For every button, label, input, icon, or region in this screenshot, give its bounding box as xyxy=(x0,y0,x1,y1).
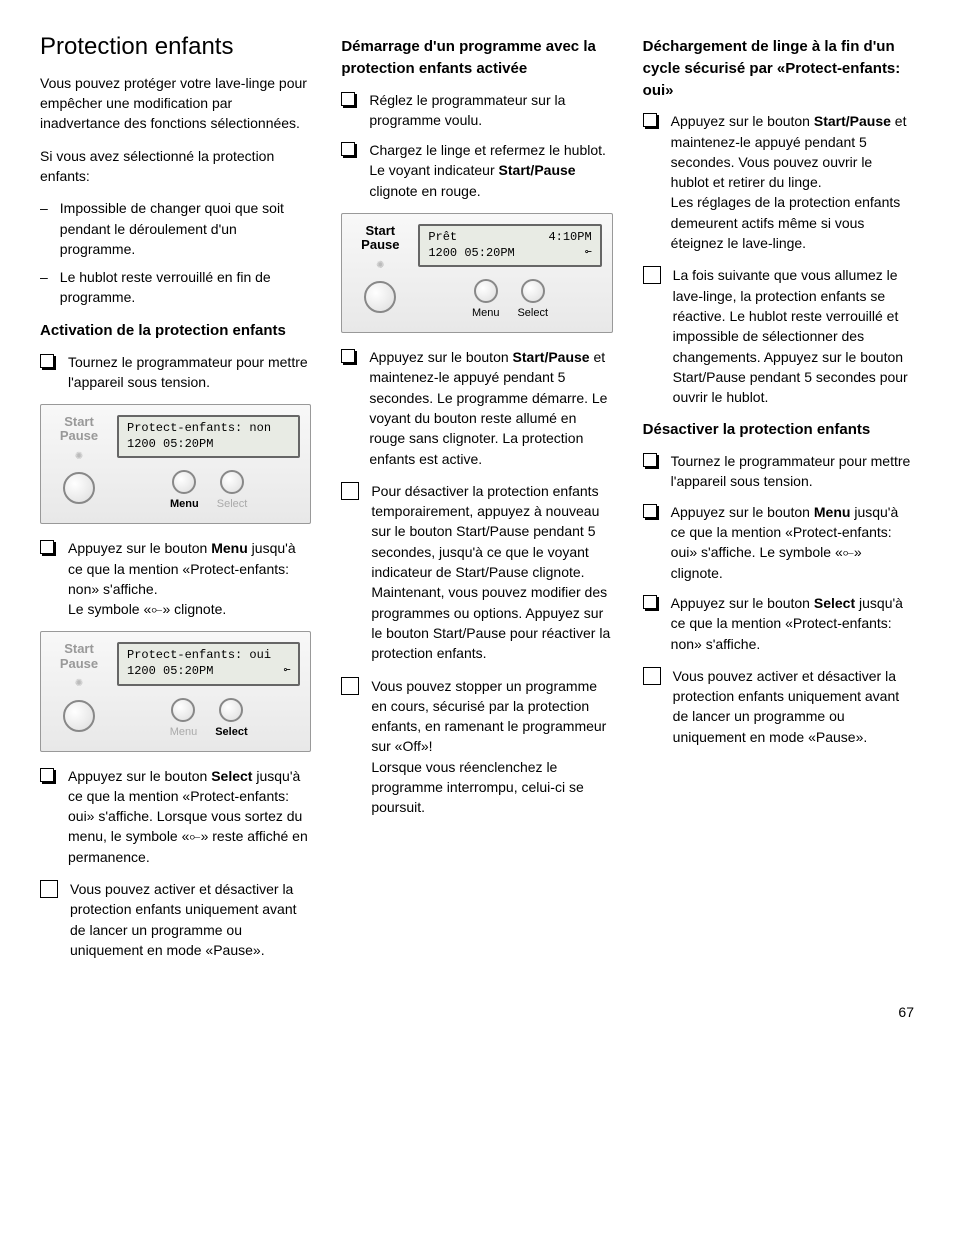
step-text: Chargez le linge et refermez le hublot. … xyxy=(369,140,612,201)
start-pause-button xyxy=(63,700,95,732)
control-panel-diagram-2: StartPause ✺ Protect-enfants: oui 1200 0… xyxy=(40,631,311,751)
note-box: La fois suivante que vous allumez le lav… xyxy=(643,265,914,407)
led-icon: ✺ xyxy=(376,259,384,274)
start-pause-label: StartPause xyxy=(60,415,98,444)
step-text: Appuyez sur le bouton Select jusqu'à ce … xyxy=(671,593,914,654)
note-icon xyxy=(341,482,359,500)
step-text: Appuyez sur le bouton Menu jusqu'à ce qu… xyxy=(671,502,914,583)
control-panel-diagram-1: StartPause ✺ Protect-enfants: non 1200 0… xyxy=(40,404,311,524)
dash-item: Impossible de changer quoi que soit pend… xyxy=(60,198,312,259)
start-pause-button xyxy=(63,472,95,504)
lcd-display: Protect-enfants: oui 1200 05:20PM⟜ xyxy=(117,642,300,685)
note-text: La fois suivante que vous allumez le lav… xyxy=(673,265,914,407)
dash-item: Le hublot reste verrouillé en fin de pro… xyxy=(60,267,312,308)
note-box: Vous pouvez activer et désactiver la pro… xyxy=(40,879,311,960)
note-icon xyxy=(341,677,359,695)
led-icon: ✺ xyxy=(75,450,83,465)
menu-button: Menu xyxy=(472,279,500,322)
section-heading: Désactiver la protection enfants xyxy=(643,419,914,441)
menu-button: Menu xyxy=(170,698,198,741)
menu-button: Menu xyxy=(170,470,199,513)
note-box: Pour désactiver la protection enfants te… xyxy=(341,481,612,664)
section-heading: Activation de la protection enfants xyxy=(40,320,311,342)
section-heading: Démarrage d'un programme avec la protect… xyxy=(341,36,612,80)
lcd-display: Protect-enfants: non 1200 05:20PM xyxy=(117,415,300,458)
start-pause-button xyxy=(364,281,396,313)
checkbox-icon xyxy=(643,453,657,467)
note-icon xyxy=(40,880,58,898)
note-icon xyxy=(643,667,661,685)
step-text: Appuyez sur le bouton Select jusqu'à ce … xyxy=(68,766,311,867)
checkbox-icon xyxy=(643,595,657,609)
select-button: Select xyxy=(517,279,548,322)
checkbox-icon xyxy=(643,504,657,518)
checkbox-icon xyxy=(40,768,54,782)
start-pause-label: StartPause xyxy=(60,642,98,671)
dash-list: Impossible de changer quoi que soit pend… xyxy=(40,198,311,307)
led-icon: ✺ xyxy=(75,677,83,692)
note-box: Vous pouvez activer et désactiver la pro… xyxy=(643,666,914,747)
column-1: Protection enfants Vous pouvez protéger … xyxy=(40,30,311,972)
checkbox-icon xyxy=(341,142,355,156)
step-text: Appuyez sur le bouton Start/Pause et mai… xyxy=(369,347,612,469)
select-button: Select xyxy=(215,698,247,741)
checkbox-icon xyxy=(643,113,657,127)
page-title: Protection enfants xyxy=(40,30,311,65)
checkbox-icon xyxy=(40,540,54,554)
step-text: Appuyez sur le bouton Start/Pause et mai… xyxy=(671,111,914,253)
step-text: Appuyez sur le bouton Menu jusqu'à ce qu… xyxy=(68,538,311,619)
select-button: Select xyxy=(217,470,248,513)
note-icon xyxy=(643,266,661,284)
step-text: Réglez le programmateur sur la programme… xyxy=(369,90,612,131)
start-pause-label: StartPause xyxy=(361,224,399,253)
step-text: Tournez le programmateur pour mettre l'a… xyxy=(671,451,914,492)
intro-text-2: Si vous avez sélectionné la protection e… xyxy=(40,146,311,187)
lcd-display: Prêt4:10PM 1200 05:20PM⟜ xyxy=(418,224,601,267)
checkbox-icon xyxy=(341,349,355,363)
note-text: Pour désactiver la protection enfants te… xyxy=(371,481,612,664)
control-panel-diagram-3: StartPause ✺ Prêt4:10PM 1200 05:20PM⟜ Me… xyxy=(341,213,612,333)
step-text: Tournez le programmateur pour mettre l'a… xyxy=(68,352,311,393)
note-text: Vous pouvez activer et désactiver la pro… xyxy=(673,666,914,747)
column-2: Démarrage d'un programme avec la protect… xyxy=(341,30,612,972)
note-text: Vous pouvez activer et désactiver la pro… xyxy=(70,879,311,960)
column-3: Déchargement de linge à la fin d'un cycl… xyxy=(643,30,914,972)
intro-text: Vous pouvez protéger votre lave-linge po… xyxy=(40,73,311,134)
note-box: Vous pouvez stopper un programme en cour… xyxy=(341,676,612,818)
checkbox-icon xyxy=(341,92,355,106)
checkbox-icon xyxy=(40,354,54,368)
page-number: 67 xyxy=(40,1002,914,1022)
section-heading: Déchargement de linge à la fin d'un cycl… xyxy=(643,36,914,101)
note-text: Vous pouvez stopper un programme en cour… xyxy=(371,676,612,818)
